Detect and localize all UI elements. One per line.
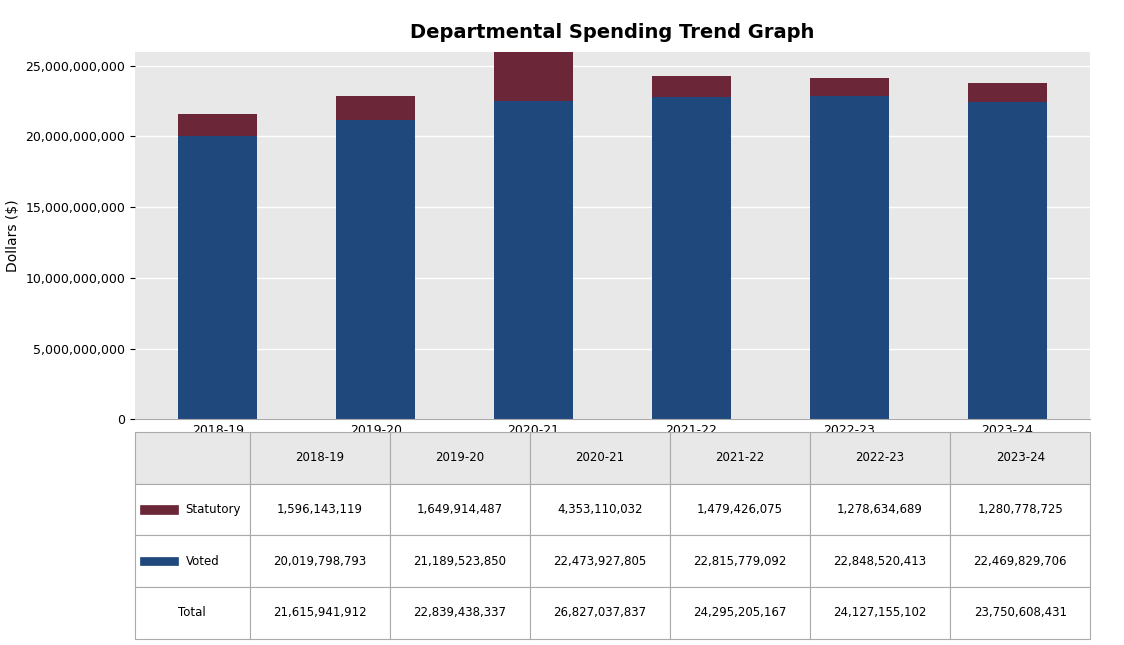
Bar	[968, 83, 1046, 101]
Bar	[968, 101, 1046, 419]
Bar	[495, 40, 573, 101]
Bar	[336, 119, 415, 419]
Bar	[390, 587, 529, 639]
Bar	[670, 587, 810, 639]
Bar	[950, 432, 1090, 484]
Text: 1,596,143,119: 1,596,143,119	[277, 503, 363, 516]
Text: 22,839,438,337: 22,839,438,337	[414, 606, 506, 619]
Text: 22,848,520,413: 22,848,520,413	[834, 555, 926, 568]
Text: 1,479,426,075: 1,479,426,075	[697, 503, 783, 516]
Bar	[810, 535, 950, 587]
Text: 4,353,110,032: 4,353,110,032	[558, 503, 643, 516]
Bar	[390, 535, 529, 587]
Text: 21,189,523,850: 21,189,523,850	[414, 555, 506, 568]
Text: 2021-22: 2021-22	[715, 451, 764, 464]
Text: 1,278,634,689: 1,278,634,689	[837, 503, 923, 516]
Bar	[810, 587, 950, 639]
Bar	[179, 114, 257, 136]
Bar	[135, 587, 250, 639]
Text: 22,815,779,092: 22,815,779,092	[694, 555, 787, 568]
Bar	[950, 535, 1090, 587]
Bar	[139, 506, 178, 513]
Text: 1,280,778,725: 1,280,778,725	[978, 503, 1063, 516]
Bar	[250, 484, 390, 535]
Bar	[390, 432, 529, 484]
Text: 2023-24: 2023-24	[996, 451, 1045, 464]
Bar	[390, 484, 529, 535]
Text: 24,295,205,167: 24,295,205,167	[694, 606, 787, 619]
Text: 26,827,037,837: 26,827,037,837	[553, 606, 646, 619]
Text: 2022-23: 2022-23	[855, 451, 905, 464]
Bar	[529, 432, 670, 484]
Text: 22,473,927,805: 22,473,927,805	[553, 555, 646, 568]
Text: 21,615,941,912: 21,615,941,912	[273, 606, 366, 619]
Y-axis label: Dollars ($): Dollars ($)	[6, 199, 20, 272]
Text: 24,127,155,102: 24,127,155,102	[833, 606, 927, 619]
Bar	[135, 432, 250, 484]
Text: 23,750,608,431: 23,750,608,431	[973, 606, 1067, 619]
Bar	[250, 587, 390, 639]
Bar	[810, 96, 889, 419]
Bar	[670, 432, 810, 484]
Bar	[810, 78, 889, 96]
Bar	[950, 484, 1090, 535]
Text: 2020-21: 2020-21	[575, 451, 625, 464]
Bar	[810, 484, 950, 535]
Bar	[652, 75, 731, 97]
Bar	[529, 587, 670, 639]
Bar	[529, 484, 670, 535]
Bar	[495, 101, 573, 419]
Text: 2018-19: 2018-19	[294, 451, 344, 464]
Bar	[652, 97, 731, 419]
Text: Voted: Voted	[185, 555, 219, 568]
Text: 2019-20: 2019-20	[435, 451, 484, 464]
Bar	[670, 484, 810, 535]
Bar	[336, 96, 415, 119]
Bar	[139, 557, 178, 565]
Bar	[810, 432, 950, 484]
Text: 22,469,829,706: 22,469,829,706	[973, 555, 1067, 568]
Text: 1,649,914,487: 1,649,914,487	[417, 503, 502, 516]
Bar	[529, 535, 670, 587]
Bar	[135, 535, 250, 587]
Text: 20,019,798,793: 20,019,798,793	[273, 555, 366, 568]
Title: Departmental Spending Trend Graph: Departmental Spending Trend Graph	[410, 23, 815, 42]
Bar	[179, 136, 257, 419]
Bar	[250, 535, 390, 587]
Bar	[950, 587, 1090, 639]
Bar	[135, 484, 250, 535]
Text: Total: Total	[179, 606, 206, 619]
Bar	[670, 535, 810, 587]
Bar	[250, 432, 390, 484]
Text: Statutory: Statutory	[185, 503, 241, 516]
